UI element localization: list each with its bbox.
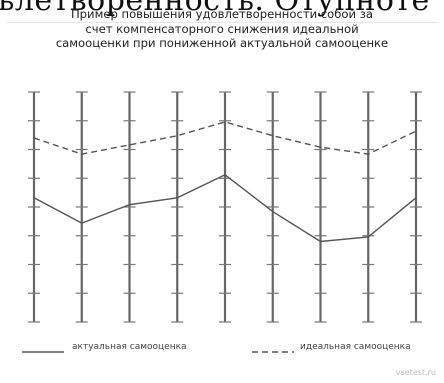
data-point: [224, 121, 226, 123]
data-point: [129, 204, 131, 206]
data-point: [320, 241, 322, 243]
data-point: [33, 137, 35, 139]
watermark: vsetest.ru: [396, 368, 436, 377]
data-point: [33, 197, 35, 199]
data-point: [81, 153, 83, 155]
legend-label-ideal: идеальная самооценка: [300, 342, 411, 352]
data-point: [129, 144, 131, 146]
data-point: [367, 236, 369, 238]
vertical-scales: [28, 92, 422, 322]
data-point: [176, 197, 178, 199]
data-point: [415, 130, 417, 132]
data-point: [272, 135, 274, 137]
data-point: [81, 222, 83, 224]
data-point: [320, 146, 322, 148]
data-point: [224, 174, 226, 176]
legend-item-actual: актуальная самооценка: [72, 342, 187, 352]
legend-item-ideal: идеальная самооценка: [300, 342, 411, 352]
legend-label-actual: актуальная самооценка: [72, 342, 187, 352]
data-point: [176, 135, 178, 137]
data-point: [415, 197, 417, 199]
data-point: [272, 211, 274, 213]
data-point: [367, 153, 369, 155]
